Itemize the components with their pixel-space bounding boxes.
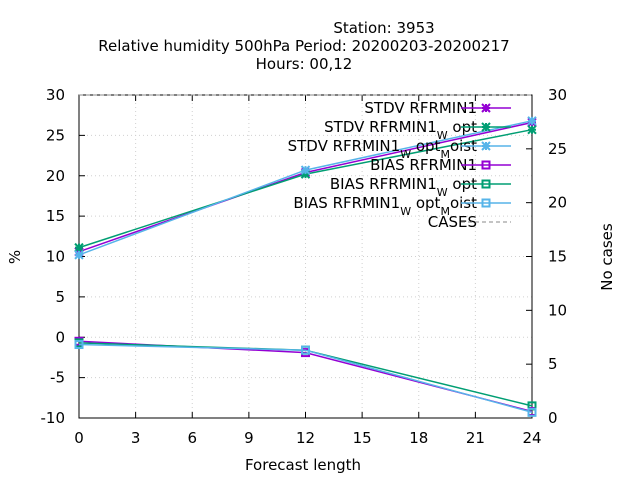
y2-tick-label-6: 30	[548, 86, 567, 104]
y2-tick-label-3: 15	[548, 248, 567, 266]
chart-title-line-2: Relative humidity 500hPa Period: 2020020…	[98, 37, 509, 55]
legend-marker-3	[481, 160, 491, 170]
y2-tick-label-5: 25	[548, 140, 567, 158]
series-2-point-2	[527, 116, 537, 126]
x-tick-label-2: 6	[187, 429, 197, 447]
x-tick-label-8: 24	[522, 429, 541, 447]
legend-marker-2	[481, 141, 491, 151]
chart-title-line-3: Hours: 00,12	[256, 55, 353, 73]
series-line-5	[78, 343, 533, 414]
x-tick-label-0: 0	[74, 429, 84, 447]
y2-tick-label-2: 10	[548, 301, 567, 319]
y-tick-label-6: 20	[46, 167, 65, 185]
series-5-point-2	[527, 407, 537, 417]
series-5-point-0	[74, 340, 84, 350]
y-tick-label-7: 25	[46, 126, 65, 144]
legend-marker-4	[481, 179, 491, 189]
x-tick-label-5: 15	[353, 429, 372, 447]
y2-tick-label-4: 20	[548, 194, 567, 212]
legend-label-6: CASES	[428, 213, 477, 231]
y-tick-label-3: 5	[55, 288, 65, 306]
series-5-point-1	[301, 345, 310, 355]
y2-tick-label-0: 0	[548, 409, 558, 427]
series-1-point-2	[527, 125, 537, 135]
series-2-point-0	[74, 250, 84, 260]
chart-title-line-1: Station: 3953	[333, 19, 434, 37]
y-axis-label: %	[6, 250, 24, 264]
x-tick-label-6: 18	[409, 429, 428, 447]
x-tick-label-4: 12	[296, 429, 315, 447]
series-2-point-1	[300, 165, 311, 175]
y-tick-label-1: -5	[50, 369, 65, 387]
y-tick-label-8: 30	[46, 86, 65, 104]
y2-tick-label-1: 5	[548, 355, 558, 373]
legend-label-3: BIAS RFRMIN1	[370, 156, 477, 174]
legend-label-0: STDV RFRMIN1	[364, 99, 477, 117]
legend-label-1: STDV RFRMIN1W opt	[324, 118, 477, 142]
legend-marker-5	[481, 198, 491, 208]
y-tick-label-0: -10	[41, 409, 66, 427]
x-tick-label-3: 9	[244, 429, 254, 447]
y-tick-label-5: 15	[46, 207, 65, 225]
y2-axis-label: No cases	[598, 223, 616, 291]
x-axis-label: Forecast length	[245, 456, 361, 474]
legend-marker-0	[481, 103, 491, 113]
legend-label-2: STDV RFRMIN1W optMoist	[288, 137, 478, 161]
series-1-point-0	[74, 242, 84, 253]
x-tick-label-7: 21	[466, 429, 485, 447]
y-tick-label-2: 0	[55, 328, 65, 346]
legend-marker-1	[481, 122, 491, 132]
y-tick-label-4: 10	[46, 248, 65, 266]
x-tick-label-1: 3	[131, 429, 141, 447]
